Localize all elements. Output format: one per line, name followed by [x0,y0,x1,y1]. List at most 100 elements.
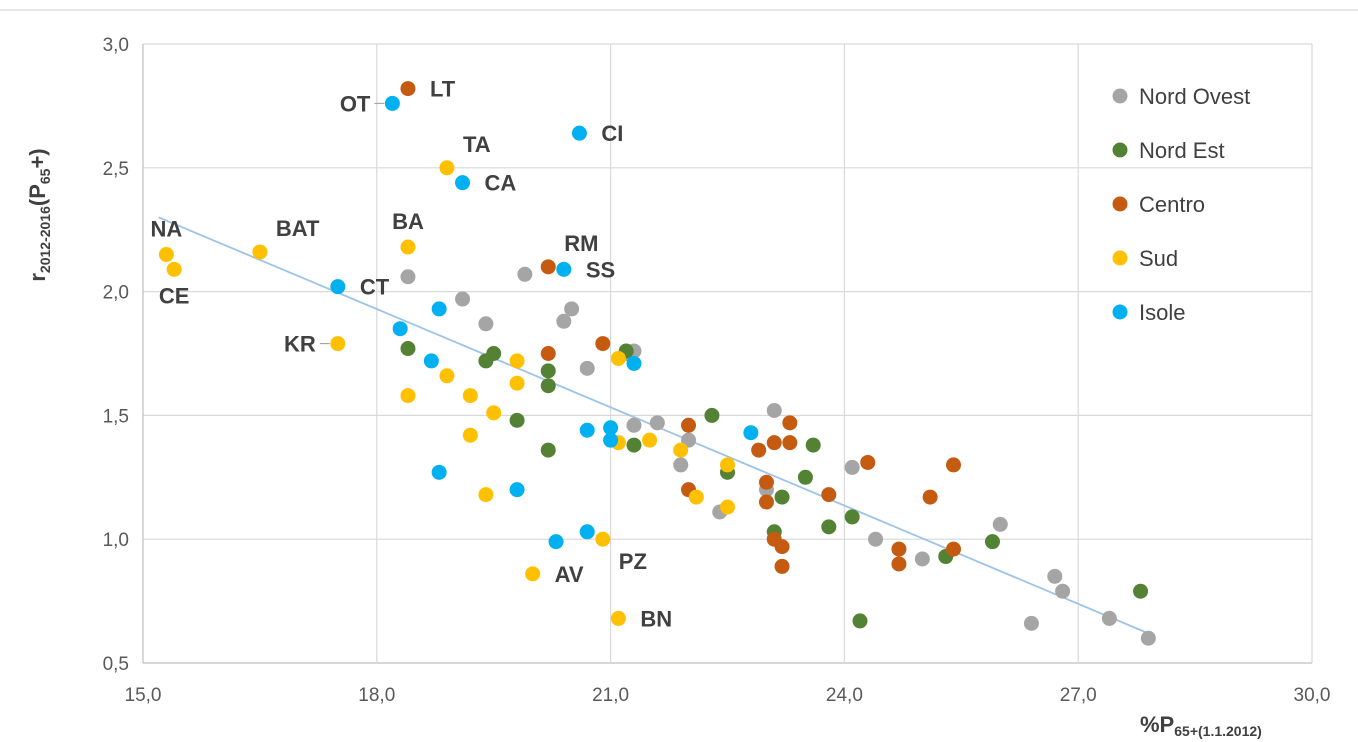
data-point [431,301,447,317]
legend-label: Nord Ovest [1139,84,1250,109]
data-point [821,487,837,503]
data-point [688,489,704,505]
legend-label: Centro [1139,192,1205,217]
y-tick-label: 1,5 [103,406,129,427]
data-point [462,427,478,443]
data-point [626,437,642,453]
data-point [486,405,502,421]
data-point [891,556,907,572]
data-point [564,301,580,317]
legend: Nord Ovest Nord Est Centro Sud Isole [1112,84,1250,325]
data-point [681,417,697,433]
data-point [603,432,619,448]
data-point [758,494,774,510]
point-label: CT [360,275,390,300]
data-point [400,388,416,404]
data-point [673,442,689,458]
x-axis-title: %P65+(1.1.2012) [1140,712,1262,739]
point-label: BAT [276,216,320,241]
legend-marker [1112,250,1128,266]
data-point [1023,615,1039,631]
data-point [610,610,626,626]
data-points [158,81,1156,646]
data-point [509,412,525,428]
data-point [603,420,619,436]
data-point [860,454,876,470]
data-point [1133,583,1149,599]
data-point [1047,568,1063,584]
data-point [509,482,525,498]
x-tick-label: 24,0 [826,685,863,706]
gridlines [142,43,1313,664]
data-point [844,509,860,525]
point-label: OT [340,91,371,116]
data-point [642,432,658,448]
data-point [946,457,962,473]
data-point [400,81,416,97]
y-tick-label: 0,5 [103,654,129,675]
data-point [455,175,471,191]
data-point [891,541,907,557]
data-point [166,261,182,277]
data-point [1140,630,1156,646]
point-label: SS [586,257,615,282]
data-point [852,613,868,629]
data-point [400,239,416,255]
y-axis-title: r2012-2016(P65+) [25,148,53,281]
point-label: RM [564,231,598,256]
data-point [509,375,525,391]
legend-marker [1112,304,1128,320]
data-point [556,261,572,277]
y-tick-label: 2,0 [103,283,129,304]
point-label: AV [555,562,584,587]
point-label: PZ [619,549,647,574]
data-point [805,437,821,453]
data-point [330,279,346,295]
data-point [556,313,572,329]
y-tick-label: 3,0 [103,35,129,56]
data-point [758,474,774,490]
data-point [252,244,268,260]
legend-label: Nord Est [1139,138,1225,163]
data-point [158,246,174,262]
legend-marker [1112,88,1128,104]
data-point [400,341,416,357]
data-point [525,566,541,582]
data-point [540,346,556,361]
data-point [540,442,556,458]
data-point [821,519,837,535]
data-point [782,415,798,431]
data-point [984,534,1000,550]
x-tick-label: 30,0 [1294,685,1331,706]
x-tick-label: 15,0 [125,685,162,706]
data-point [844,459,860,475]
data-point [478,316,494,332]
data-point [548,534,564,550]
data-point [517,266,533,282]
data-point [673,457,689,473]
data-point [626,355,642,371]
data-point [540,259,556,275]
data-point [486,346,502,361]
x-tick-labels: 15,0 18,0 21,0 24,0 27,0 30,0 [125,685,1331,706]
data-point [743,425,759,441]
x-tick-label: 21,0 [592,685,629,706]
data-point [579,422,595,438]
data-point [720,457,735,473]
data-point [766,435,782,451]
point-label: BA [392,209,424,234]
point-label: BN [640,606,672,631]
data-point [766,402,782,418]
data-point [946,541,962,557]
data-point [1101,610,1117,626]
point-label: NA [150,216,182,241]
data-point [423,353,439,369]
point-label: CE [159,283,190,308]
data-point [868,531,884,547]
data-point [782,435,798,451]
data-point [439,368,455,384]
y-tick-label: 2,5 [103,159,129,180]
